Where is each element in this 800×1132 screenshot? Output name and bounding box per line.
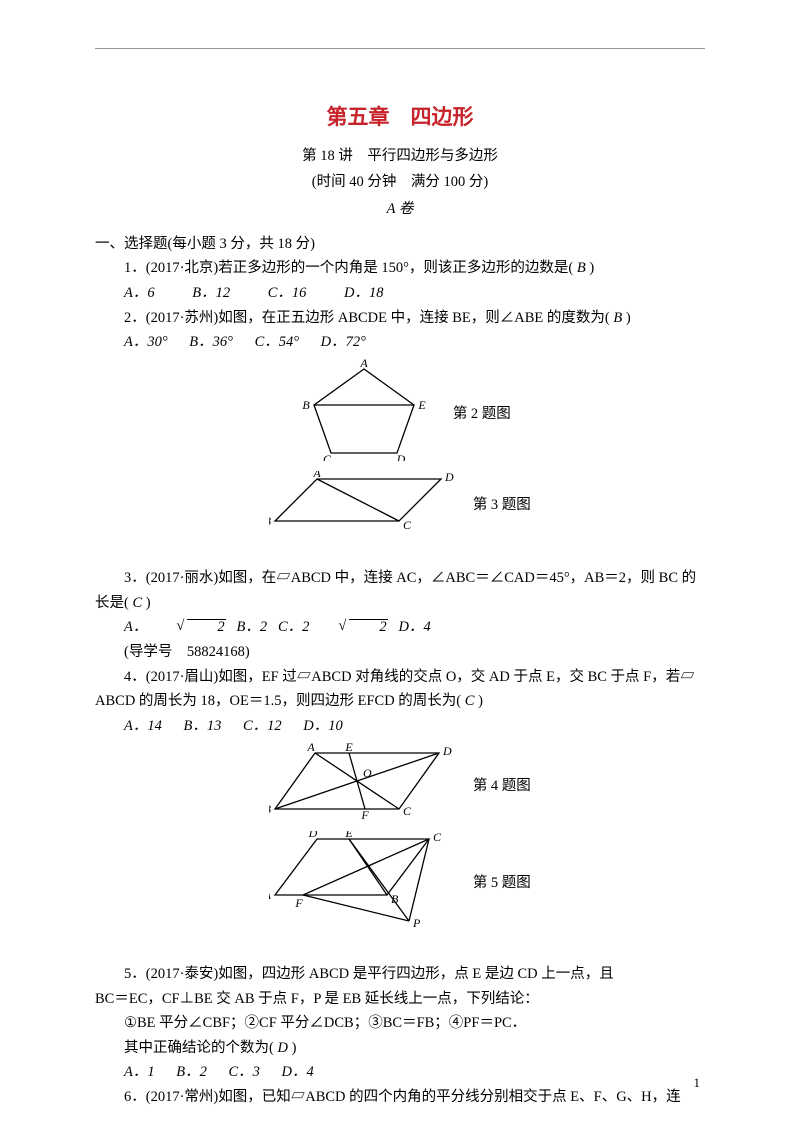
q2-opt-b: B．36° bbox=[189, 334, 233, 350]
svg-text:C: C bbox=[323, 452, 332, 461]
svg-text:E: E bbox=[345, 743, 354, 754]
q2-tail: ) bbox=[622, 310, 630, 326]
svg-text:F: F bbox=[295, 896, 304, 910]
svg-text:D: D bbox=[396, 452, 406, 461]
q4-opt-c: C．12 bbox=[243, 718, 282, 734]
header-rule bbox=[95, 48, 705, 49]
q5-fig-label: 第 5 题图 bbox=[473, 871, 531, 896]
figure-row-q3: A D B C 第 3 题图 bbox=[95, 471, 705, 540]
q3-opt-a: A．2 bbox=[124, 619, 226, 635]
q1-text: 1．(2017·北京)若正多边形的一个内角是 150°，则该正多边形的边数是( bbox=[124, 260, 577, 276]
q5-tail: ) bbox=[288, 1040, 296, 1056]
svg-text:P: P bbox=[412, 916, 421, 927]
svg-text:C: C bbox=[403, 518, 412, 531]
paper-label: A 卷 bbox=[95, 197, 705, 222]
q2-text: 2．(2017·苏州)如图，在正五边形 ABCDE 中，连接 BE，则∠ABE … bbox=[124, 310, 613, 326]
q1-opt-d: D．18 bbox=[344, 285, 383, 301]
q5-options: A．1 B．2 C．3 D．4 bbox=[95, 1060, 705, 1085]
svg-text:C: C bbox=[433, 831, 442, 844]
svg-text:B: B bbox=[391, 892, 399, 906]
q4-opt-d: D．10 bbox=[303, 718, 342, 734]
q3-opt-d: D．4 bbox=[399, 619, 431, 635]
q4-answer: C bbox=[465, 693, 475, 709]
section-heading: 一、选择题(每小题 3 分，共 18 分) bbox=[95, 232, 705, 257]
question-1: 1．(2017·北京)若正多边形的一个内角是 150°，则该正多边形的边数是( … bbox=[95, 256, 705, 281]
q5-opt-d: D．4 bbox=[282, 1064, 314, 1080]
question-5-line3: ①BE 平分∠CBF；②CF 平分∠DCB；③BC＝FB；④PF＝PC． bbox=[95, 1011, 705, 1036]
q4-options: A．14 B．13 C．12 D．10 bbox=[95, 714, 705, 739]
q1-opt-b: B．12 bbox=[192, 285, 230, 301]
q1-tail: ) bbox=[586, 260, 594, 276]
q2-fig-label: 第 2 题图 bbox=[453, 402, 511, 427]
svg-text:D: D bbox=[444, 471, 454, 484]
svg-text:C: C bbox=[403, 804, 412, 818]
question-3-line1: 3．(2017·丽水)如图，在▱ABCD 中，连接 AC，∠ABC＝∠CAD＝4… bbox=[95, 566, 705, 591]
svg-text:B: B bbox=[303, 398, 311, 412]
q4-tail: ) bbox=[474, 693, 482, 709]
q3-text2: 长是( bbox=[95, 595, 132, 611]
q2-opt-c: C．54° bbox=[255, 334, 299, 350]
svg-text:B: B bbox=[269, 802, 272, 816]
svg-text:E: E bbox=[418, 398, 427, 412]
q3-opt-b: B．2 bbox=[236, 619, 267, 635]
question-5-line2: BC＝EC，CF⊥BE 交 AB 于点 F，P 是 EB 延长线上一点，下列结论… bbox=[95, 987, 705, 1012]
q5-opt-c: C．3 bbox=[228, 1064, 259, 1080]
question-3-line2: 长是( C ) bbox=[95, 591, 705, 616]
question-4-line2: ABCD 的周长为 18，OE＝1.5，则四边形 EFCD 的周长为( C ) bbox=[95, 689, 705, 714]
q3-tail: ) bbox=[142, 595, 150, 611]
svg-text:F: F bbox=[361, 808, 370, 821]
q4-opt-a: A．14 bbox=[124, 718, 162, 734]
q4-text2: ABCD 的周长为 18，OE＝1.5，则四边形 EFCD 的周长为( bbox=[95, 693, 465, 709]
q3-answer: C bbox=[132, 595, 142, 611]
q5-opt-a: A．1 bbox=[124, 1064, 155, 1080]
q5-figure: D E C A F B P bbox=[269, 831, 459, 936]
q4-figure: A E D B F C O bbox=[269, 743, 459, 830]
svg-text:E: E bbox=[345, 831, 354, 840]
svg-text:O: O bbox=[363, 766, 372, 780]
q2-opt-d: D．72° bbox=[321, 334, 366, 350]
exam-meta: (时间 40 分钟 满分 100 分) bbox=[95, 170, 705, 195]
svg-text:A: A bbox=[307, 743, 316, 754]
question-4-line1: 4．(2017·眉山)如图，EF 过▱ABCD 对角线的交点 O，交 AD 于点… bbox=[95, 665, 705, 690]
q2-answer: B bbox=[613, 310, 622, 326]
svg-text:A: A bbox=[269, 888, 272, 902]
question-2: 2．(2017·苏州)如图，在正五边形 ABCDE 中，连接 BE，则∠ABE … bbox=[95, 306, 705, 331]
q1-opt-a: A．6 bbox=[124, 285, 155, 301]
q2-opt-a: A．30° bbox=[124, 334, 168, 350]
q5-opt-b: B．2 bbox=[176, 1064, 207, 1080]
figure-row-q4: A E D B F C O 第 4 题图 bbox=[95, 743, 705, 830]
page-number: 1 bbox=[694, 1072, 701, 1094]
question-5-line1: 5．(2017·泰安)如图，四边形 ABCD 是平行四边形，点 E 是边 CD … bbox=[95, 962, 705, 987]
question-5-line4: 其中正确结论的个数为( D ) bbox=[95, 1036, 705, 1061]
q1-answer: B bbox=[577, 260, 586, 276]
q2-figure: A B E C D bbox=[289, 359, 439, 470]
svg-text:A: A bbox=[313, 471, 322, 480]
q3-note: (导学号 58824168) bbox=[95, 640, 705, 665]
q4-fig-label: 第 4 题图 bbox=[473, 774, 531, 799]
q4-opt-b: B．13 bbox=[183, 718, 221, 734]
figure-row-q5: D E C A F B P 第 5 题图 bbox=[95, 831, 705, 936]
svg-text:D: D bbox=[308, 831, 318, 840]
q5-text4: 其中正确结论的个数为( bbox=[124, 1040, 277, 1056]
figure-row-q2: A B E C D 第 2 题图 bbox=[95, 359, 705, 470]
svg-text:D: D bbox=[442, 744, 452, 758]
q2-options: A．30° B．36° C．54° D．72° bbox=[95, 330, 705, 355]
q3-figure: A D B C bbox=[269, 471, 459, 540]
svg-text:A: A bbox=[360, 359, 369, 370]
q3-options: A．2 B．2 C．22 D．4 bbox=[95, 615, 705, 640]
q5-answer: D bbox=[277, 1040, 287, 1056]
q3-opt-c: C．22 bbox=[278, 619, 388, 635]
q3-fig-label: 第 3 题图 bbox=[473, 493, 531, 518]
question-6: 6．(2017·常州)如图，已知▱ABCD 的四个内角的平分线分别相交于点 E、… bbox=[95, 1085, 705, 1110]
q1-options: A．6 B．12 C．16 D．18 bbox=[95, 281, 705, 306]
lecture-subtitle: 第 18 讲 平行四边形与多边形 bbox=[95, 144, 705, 169]
chapter-title: 第五章 四边形 bbox=[95, 100, 705, 136]
svg-text:B: B bbox=[269, 514, 272, 528]
q1-opt-c: C．16 bbox=[268, 285, 307, 301]
